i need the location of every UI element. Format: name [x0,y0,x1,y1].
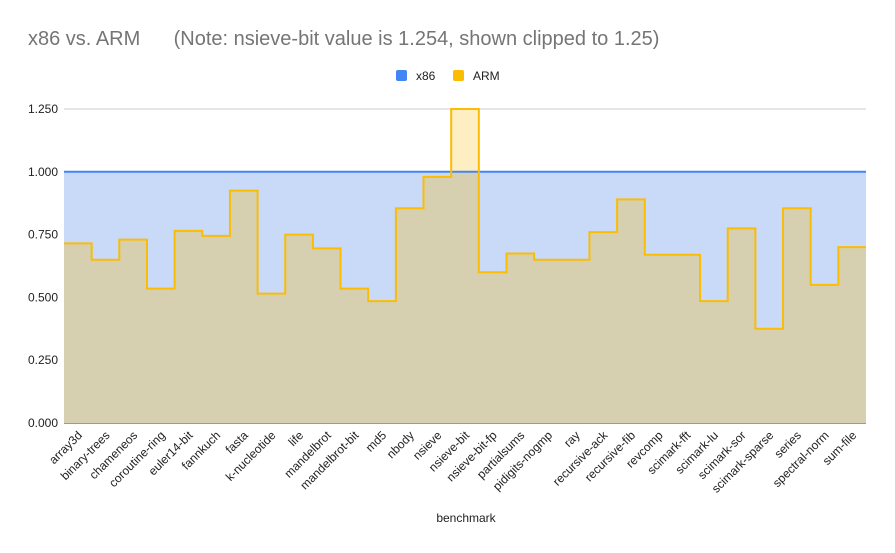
legend-label-x86: x86 [416,69,436,83]
series-area-arm [64,109,866,423]
legend: x86 ARM [396,69,500,83]
x-tick-labels: array3dbinary-treeschameneoscoroutine-ri… [46,428,859,496]
legend-swatch-arm [453,70,464,81]
x-axis-title: benchmark [436,511,496,525]
y-tick-label: 0.750 [28,228,58,242]
x-tick-label: nbody [384,428,417,461]
x-tick-label: ray [561,428,583,450]
y-tick-labels: 0.000 0.250 0.500 0.750 1.000 1.250 [28,102,58,430]
clipped-bar-highlight [451,109,479,172]
series-areas [64,109,866,423]
x-tick-label: life [285,428,306,449]
y-tick-label: 0.000 [28,416,58,430]
series-line-arm [64,108,866,330]
y-tick-label: 1.250 [28,102,58,116]
chart-title: x86 vs. ARM (Note: nsieve-bit value is 1… [28,28,660,50]
legend-label-arm: ARM [473,69,500,83]
y-tick-label: 0.250 [28,353,58,367]
y-tick-label: 0.500 [28,290,58,304]
legend-swatch-x86 [396,70,407,81]
series-lines [64,108,866,330]
y-tick-label: 1.000 [28,165,58,179]
